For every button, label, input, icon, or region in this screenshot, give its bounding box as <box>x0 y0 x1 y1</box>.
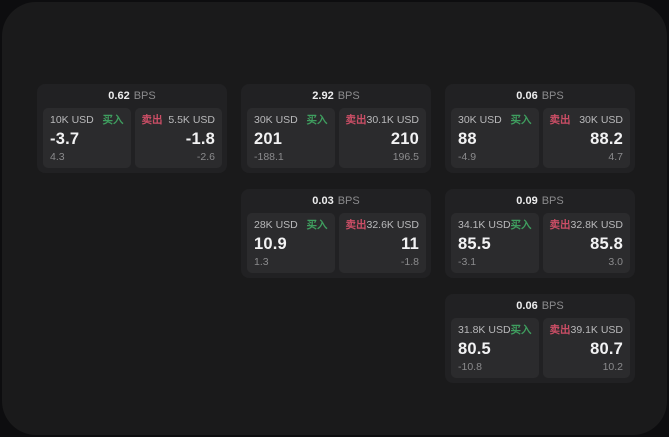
bps-value: 2.92 <box>312 90 334 102</box>
buy-label: 买入 <box>510 219 532 231</box>
sell-panel[interactable]: 卖出 39.1K USD 80.7 10.2 <box>542 318 630 378</box>
card-body: 34.1K USD 买入 85.5 -3.1 卖出 32.8K USD 85.8… <box>445 213 635 278</box>
buy-label: 买入 <box>306 114 328 126</box>
buy-amount: 30K USD <box>458 114 502 126</box>
buy-delta: -3.1 <box>458 256 477 268</box>
bps-value: 0.09 <box>516 195 538 207</box>
card-body: 30K USD 买入 88 -4.9 卖出 30K USD 88.2 4.7 <box>445 108 635 173</box>
quote-card[interactable]: 0.03 BPS 28K USD 买入 10.9 1.3 卖出 <box>241 189 431 278</box>
sell-label: 卖出 <box>549 324 571 336</box>
sell-label: 卖出 <box>345 114 367 126</box>
buy-delta: -10.8 <box>458 361 482 373</box>
buy-delta: -188.1 <box>254 151 284 163</box>
sell-delta: -1.8 <box>400 256 419 268</box>
sell-delta: 4.7 <box>608 151 623 163</box>
bps-unit-label: BPS <box>541 90 564 102</box>
bps-unit-label: BPS <box>337 90 360 102</box>
buy-delta: 4.3 <box>50 151 65 163</box>
sell-delta: 196.5 <box>392 151 419 163</box>
card-body: 10K USD 买入 -3.7 4.3 卖出 5.5K USD -1.8 -2.… <box>37 108 227 173</box>
bps-value: 0.62 <box>108 90 130 102</box>
buy-delta: -4.9 <box>458 151 477 163</box>
bps-unit-label: BPS <box>541 300 564 312</box>
card-body: 30K USD 买入 201 -188.1 卖出 30.1K USD 210 1… <box>241 108 431 173</box>
sell-panel[interactable]: 卖出 30.1K USD 210 196.5 <box>338 108 426 168</box>
sell-amount: 32.6K USD <box>366 219 420 231</box>
buy-label: 买入 <box>306 219 328 231</box>
sell-amount: 5.5K USD <box>168 114 215 126</box>
buy-amount: 34.1K USD <box>458 219 511 231</box>
buy-amount: 28K USD <box>254 219 298 231</box>
buy-panel[interactable]: 10K USD 买入 -3.7 4.3 <box>43 108 131 168</box>
bps-value: 0.06 <box>516 90 538 102</box>
sell-price: 88.2 <box>590 129 623 148</box>
sell-delta: -2.6 <box>196 151 215 163</box>
bps-unit-label: BPS <box>337 195 360 207</box>
buy-amount: 10K USD <box>50 114 94 126</box>
buy-price: -3.7 <box>50 129 80 148</box>
sell-amount: 30K USD <box>579 114 623 126</box>
buy-panel[interactable]: 31.8K USD 买入 80.5 -10.8 <box>451 318 539 378</box>
buy-label: 买入 <box>510 114 532 126</box>
bps-unit-label: BPS <box>133 90 156 102</box>
buy-label: 买入 <box>102 114 124 126</box>
sell-amount: 32.8K USD <box>570 219 624 231</box>
buy-label: 买入 <box>510 324 532 336</box>
card-header: 0.06 BPS <box>445 294 635 318</box>
card-body: 31.8K USD 买入 80.5 -10.8 卖出 39.1K USD 80.… <box>445 318 635 383</box>
card-header: 0.03 BPS <box>241 189 431 213</box>
sell-panel[interactable]: 卖出 30K USD 88.2 4.7 <box>542 108 630 168</box>
bps-unit-label: BPS <box>541 195 564 207</box>
sell-delta: 3.0 <box>608 256 623 268</box>
sell-panel[interactable]: 卖出 32.6K USD 11 -1.8 <box>338 213 426 273</box>
sell-price: -1.8 <box>185 129 215 148</box>
quote-card[interactable]: 0.62 BPS 10K USD 买入 -3.7 4.3 卖出 <box>37 84 227 173</box>
buy-panel[interactable]: 28K USD 买入 10.9 1.3 <box>247 213 335 273</box>
sell-panel[interactable]: 卖出 32.8K USD 85.8 3.0 <box>542 213 630 273</box>
sell-label: 卖出 <box>549 219 571 231</box>
quote-card[interactable]: 0.09 BPS 34.1K USD 买入 85.5 -3.1 卖出 <box>445 189 635 278</box>
buy-delta: 1.3 <box>254 256 269 268</box>
card-header: 0.09 BPS <box>445 189 635 213</box>
quote-card[interactable]: 2.92 BPS 30K USD 买入 201 -188.1 卖出 <box>241 84 431 173</box>
sell-label: 卖出 <box>549 114 571 126</box>
sell-amount: 30.1K USD <box>366 114 420 126</box>
bps-value: 0.03 <box>312 195 334 207</box>
card-body: 28K USD 买入 10.9 1.3 卖出 32.6K USD 11 -1.8 <box>241 213 431 278</box>
buy-price: 10.9 <box>254 234 287 253</box>
sell-price: 11 <box>401 234 419 253</box>
buy-panel[interactable]: 34.1K USD 买入 85.5 -3.1 <box>451 213 539 273</box>
buy-amount: 31.8K USD <box>458 324 511 336</box>
quote-card[interactable]: 0.06 BPS 30K USD 买入 88 -4.9 卖出 <box>445 84 635 173</box>
quote-cards-grid: 0.62 BPS 10K USD 买入 -3.7 4.3 卖出 <box>37 84 635 383</box>
sell-delta: 10.2 <box>602 361 623 373</box>
sell-panel[interactable]: 卖出 5.5K USD -1.8 -2.6 <box>134 108 222 168</box>
bps-value: 0.06 <box>516 300 538 312</box>
sell-label: 卖出 <box>141 114 163 126</box>
card-header: 2.92 BPS <box>241 84 431 108</box>
buy-price: 88 <box>458 129 477 148</box>
buy-price: 85.5 <box>458 234 491 253</box>
quote-card[interactable]: 0.06 BPS 31.8K USD 买入 80.5 -10.8 卖 <box>445 294 635 383</box>
sell-price: 80.7 <box>590 339 623 358</box>
card-header: 0.06 BPS <box>445 84 635 108</box>
sell-amount: 39.1K USD <box>570 324 624 336</box>
buy-amount: 30K USD <box>254 114 298 126</box>
buy-price: 201 <box>254 129 283 148</box>
sell-price: 210 <box>390 129 419 148</box>
sell-label: 卖出 <box>345 219 367 231</box>
buy-price: 80.5 <box>458 339 491 358</box>
card-header: 0.62 BPS <box>37 84 227 108</box>
buy-panel[interactable]: 30K USD 买入 201 -188.1 <box>247 108 335 168</box>
buy-panel[interactable]: 30K USD 买入 88 -4.9 <box>451 108 539 168</box>
sell-price: 85.8 <box>590 234 623 253</box>
